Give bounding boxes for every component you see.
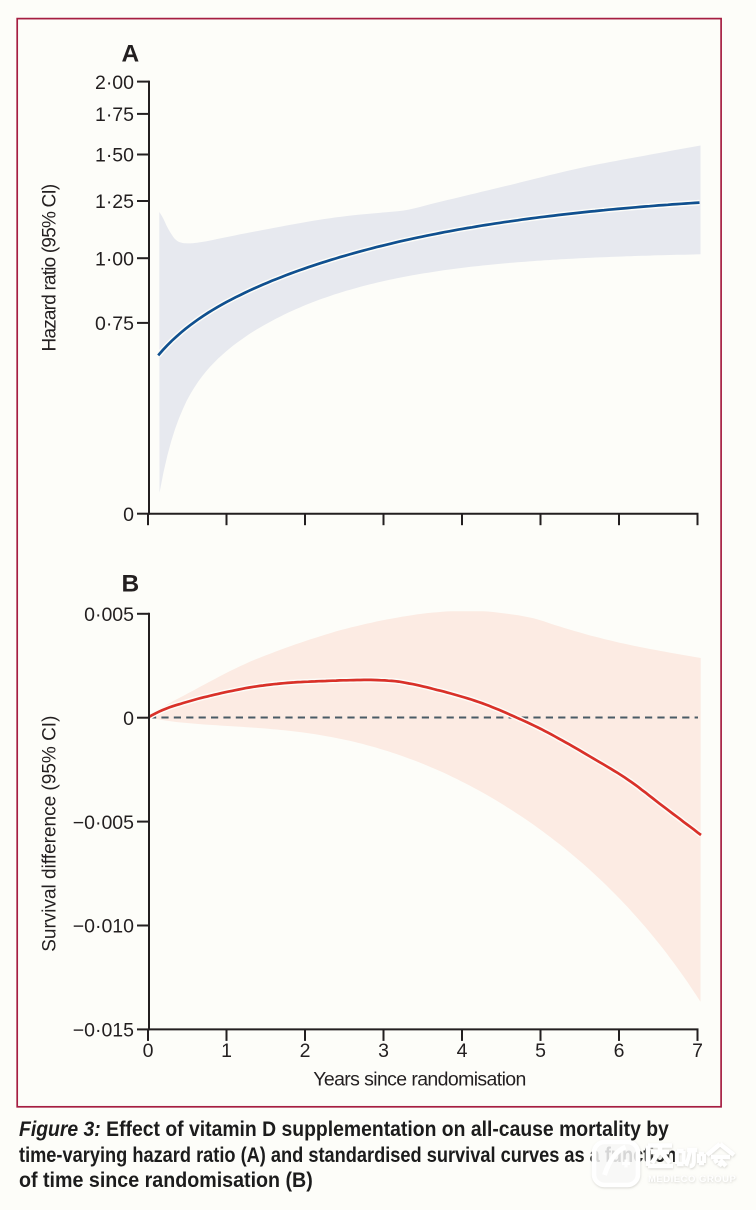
svg-text:6: 6 (614, 1040, 625, 1062)
svg-text:2: 2 (300, 1040, 311, 1062)
svg-text:2·00: 2·00 (95, 72, 134, 94)
svg-text:B: B (122, 571, 140, 598)
svg-text:Hazard ratio (95% CI): Hazard ratio (95% CI) (40, 184, 61, 351)
svg-text:−0·010: −0·010 (73, 916, 134, 938)
svg-text:A: A (122, 41, 140, 68)
svg-text:−0·005: −0·005 (73, 812, 134, 834)
svg-text:7: 7 (692, 1040, 703, 1062)
svg-text:0: 0 (123, 708, 134, 730)
svg-text:1·75: 1·75 (95, 104, 134, 126)
svg-text:MEDIECO GROUP: MEDIECO GROUP (648, 1174, 736, 1185)
svg-text:0: 0 (123, 504, 134, 526)
svg-text:1·50: 1·50 (95, 145, 134, 167)
svg-text:−0·015: −0·015 (73, 1020, 134, 1042)
svg-text:1·25: 1·25 (95, 191, 134, 213)
svg-text:0: 0 (143, 1040, 154, 1062)
svg-text:Years since randomisation: Years since randomisation (313, 1069, 526, 1091)
svg-text:1·00: 1·00 (95, 248, 134, 270)
svg-text:1: 1 (221, 1040, 232, 1062)
svg-text:Survival difference (95% CI): Survival difference (95% CI) (40, 716, 61, 952)
svg-text:3: 3 (378, 1040, 389, 1062)
svg-text:4: 4 (457, 1040, 468, 1062)
svg-text:5: 5 (535, 1040, 546, 1062)
svg-text:0·75: 0·75 (95, 313, 134, 335)
svg-text:0·005: 0·005 (84, 604, 134, 626)
